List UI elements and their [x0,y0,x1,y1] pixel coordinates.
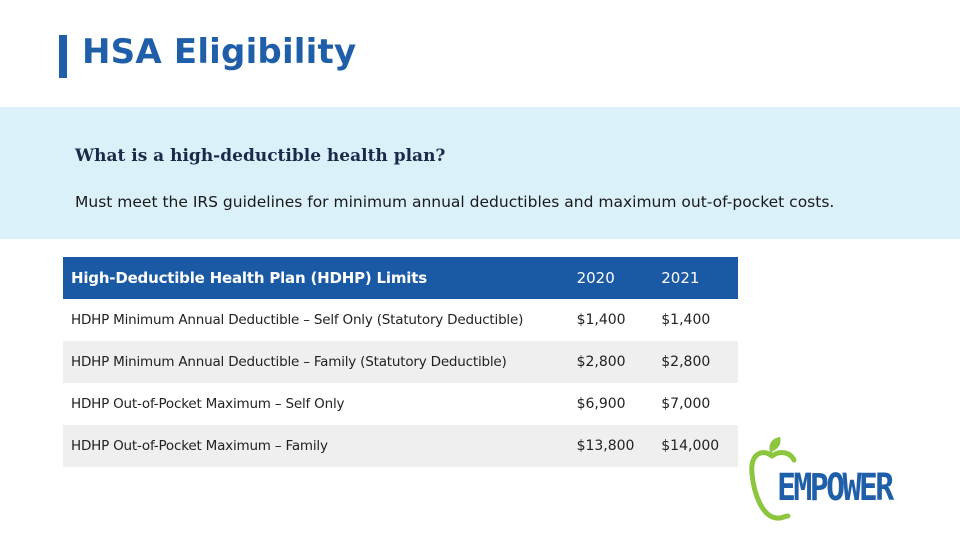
table-header-row: High-Deductible Health Plan (HDHP) Limit… [63,257,738,299]
table-row: HDHP Out-of-Pocket Maximum – Family $13,… [63,425,738,467]
row-label: HDHP Out-of-Pocket Maximum – Self Only [71,396,345,412]
page-title: HSA Eligibility [82,32,357,72]
row-value-2020: $1,400 [576,312,626,328]
table-header-2021: 2021 [661,269,700,287]
intro-question: What is a high-deductible health plan? [75,146,446,166]
row-value-2020: $2,800 [576,354,626,370]
intro-band [0,107,960,239]
title-accent-bar [59,35,67,78]
row-value-2021: $14,000 [661,438,720,454]
hdhp-limits-table: High-Deductible Health Plan (HDHP) Limit… [63,257,738,467]
apple-logo-icon [749,437,797,521]
table-row: HDHP Out-of-Pocket Maximum – Self Only $… [63,383,738,425]
row-value-2021: $7,000 [661,396,711,412]
table-row: HDHP Minimum Annual Deductible – Family … [63,341,738,383]
logo-wordmark: EMPOWER [777,466,894,509]
row-value-2020: $6,900 [576,396,626,412]
table-header-label: High-Deductible Health Plan (HDHP) Limit… [71,269,427,287]
row-value-2021: $1,400 [661,312,711,328]
intro-text: Must meet the IRS guidelines for minimum… [75,193,835,211]
row-value-2021: $2,800 [661,354,711,370]
row-label: HDHP Minimum Annual Deductible – Family … [71,354,507,370]
row-label: HDHP Out-of-Pocket Maximum – Family [71,438,328,454]
row-label: HDHP Minimum Annual Deductible – Self On… [71,312,524,328]
table-header-2020: 2020 [576,269,615,287]
table-row: HDHP Minimum Annual Deductible – Self On… [63,299,738,341]
row-value-2020: $13,800 [576,438,635,454]
